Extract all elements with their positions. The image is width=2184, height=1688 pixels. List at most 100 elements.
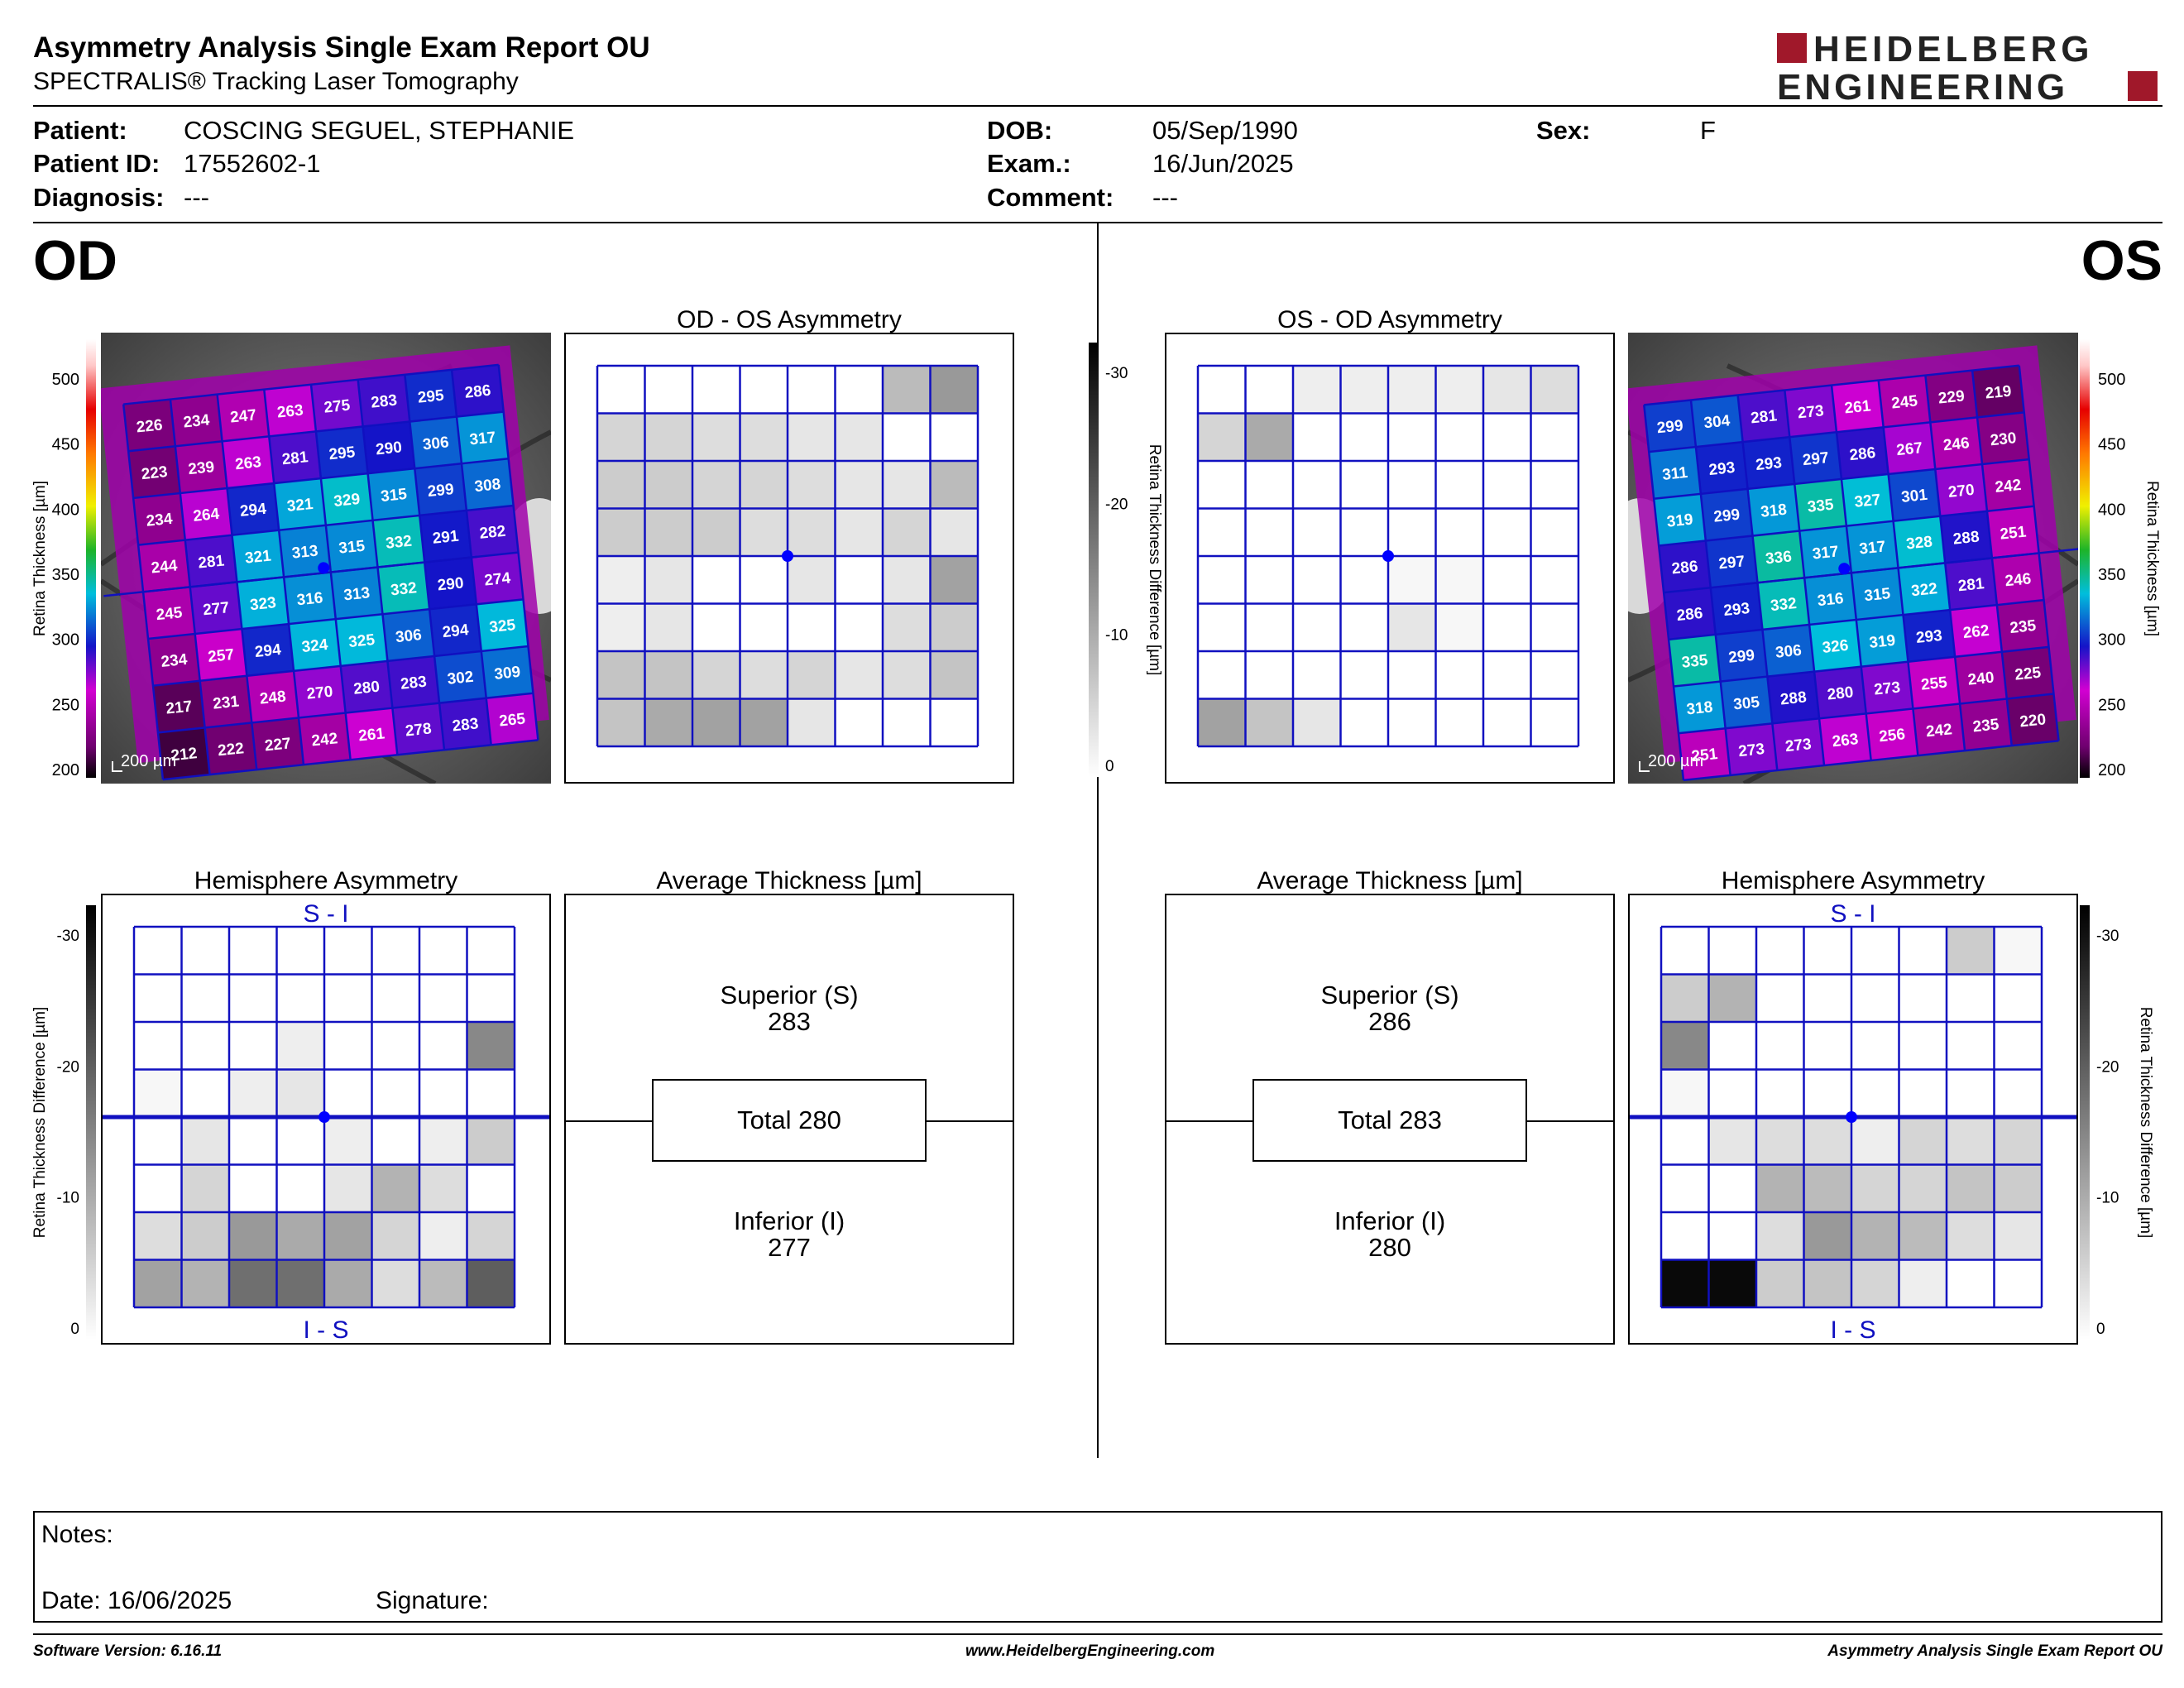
diff-cell (276, 974, 324, 1022)
thickness-cell (1878, 375, 1931, 428)
diff-cell (229, 1022, 277, 1070)
thickness-value: 281 (197, 552, 225, 572)
thickness-cell (264, 384, 316, 437)
diff-cell (1756, 1212, 1804, 1260)
thickness-cell (1695, 442, 1748, 494)
os-eye-label: OS (2081, 229, 2162, 292)
diff-cell (371, 1259, 419, 1307)
diff-cell (835, 603, 883, 651)
diff-cell (930, 413, 978, 461)
fovea-marker (1846, 1111, 1857, 1123)
thickness-value: 316 (1817, 590, 1845, 610)
thickness-cell (1986, 506, 2039, 559)
diff-cell (1851, 927, 1899, 975)
diff-cell (181, 1164, 229, 1212)
thickness-value: 299 (1656, 417, 1684, 437)
diff-cell (692, 603, 740, 651)
diff-cell (1388, 413, 1436, 461)
thickness-cell (1644, 400, 1696, 453)
thickness-cell (1935, 464, 1987, 516)
diff-cell (1708, 1022, 1756, 1070)
od-avg-title: Average Thickness [µm] (656, 867, 922, 894)
thickness-value: 288 (1779, 688, 1808, 708)
thickness-cell (237, 577, 290, 630)
thickness-cell (1674, 681, 1726, 734)
thickness-value: 246 (1942, 434, 1971, 454)
diff-cell (467, 927, 515, 975)
diff-cell (1994, 1212, 2042, 1260)
thickness-value: 335 (1681, 652, 1709, 672)
thickness-gradient (86, 339, 96, 778)
diff-cell (1708, 1164, 1756, 1212)
diff-cell (134, 1069, 182, 1117)
thickness-value: 293 (1755, 454, 1783, 474)
diff-cell (181, 1259, 229, 1307)
diff-cell (1388, 461, 1436, 509)
diff-cell (930, 651, 978, 699)
scale-bar-label: 200 µm (121, 752, 176, 770)
diff-cell (1340, 413, 1388, 461)
diff-cell (1851, 1212, 1899, 1260)
diff-cell (1435, 651, 1483, 699)
thickness-value: 313 (291, 543, 319, 563)
thickness-cell (340, 660, 393, 713)
thickness-cell (367, 468, 420, 520)
logo-line2: ENGINEERING (1777, 67, 2068, 104)
diff-cell (181, 1069, 229, 1117)
thickness-cell (1913, 703, 1966, 756)
diff-cell (1340, 556, 1388, 604)
thickness-value: 222 (217, 740, 245, 760)
thickness-value: 299 (427, 481, 455, 501)
diff-cell (740, 413, 788, 461)
thickness-cell (1836, 427, 1889, 479)
diff-cell (134, 974, 182, 1022)
thickness-value: 212 (170, 745, 199, 765)
thickness-value: 316 (296, 589, 324, 609)
thickness-value: 264 (192, 506, 220, 525)
thickness-cell (1710, 583, 1763, 635)
thickness-cell (1832, 380, 1884, 433)
thickness-cell (251, 717, 304, 770)
diff-cell (1851, 974, 1899, 1022)
diff-cell (1530, 603, 1578, 651)
thickness-cell (180, 488, 232, 540)
diff-cell (883, 366, 931, 414)
thickness-value: 217 (165, 698, 194, 717)
thickness-cell (1981, 459, 2034, 511)
thickness-value: 235 (1972, 716, 2000, 736)
thickness-value: 281 (1750, 407, 1778, 427)
os-superior-label: Superior (S) (1320, 981, 1459, 1009)
thickness-value: 297 (1717, 553, 1746, 573)
thickness-cell (1720, 676, 1773, 729)
thickness-cell (194, 629, 247, 681)
thickness-value: 270 (306, 683, 334, 703)
thickness-value: 299 (1727, 647, 1755, 667)
hemi-bottom-label: I - S (1830, 1316, 1875, 1343)
diff-cell (324, 1259, 372, 1307)
diff-cell (1899, 974, 1947, 1022)
thickness-value: 290 (437, 574, 465, 594)
diff-cell (1899, 1164, 1947, 1212)
diff-cell (1388, 508, 1436, 556)
diff-cell (1803, 1022, 1851, 1070)
diff-cell (835, 413, 883, 461)
os-thickness-colorbar: 500 450 400 350 300 250 200 Retina Thickness [µ… (2080, 339, 2161, 779)
diff-cell (644, 508, 692, 556)
diff-cell (181, 1212, 229, 1260)
os-thickness-map: 299 304 281 273 261 245 229 219 311 293 293 297 286 2… (1628, 333, 2078, 784)
thickness-value: 329 (333, 491, 362, 511)
thickness-cell (1903, 610, 1956, 662)
thickness-value: 245 (156, 604, 184, 624)
thickness-cell (1866, 708, 1918, 761)
center-divider (1097, 223, 1099, 1458)
diff-cell (1661, 1259, 1709, 1307)
diff-cell (134, 927, 182, 975)
diff-cell (1708, 1212, 1756, 1260)
diff-cell (835, 556, 883, 604)
diff-cell (1994, 1117, 2042, 1165)
os-asym-grid (1196, 364, 1580, 748)
thickness-value: 305 (1732, 693, 1760, 713)
thickness-cell (247, 670, 299, 723)
diff-cell (1708, 927, 1756, 975)
diff-cell (1435, 698, 1483, 746)
